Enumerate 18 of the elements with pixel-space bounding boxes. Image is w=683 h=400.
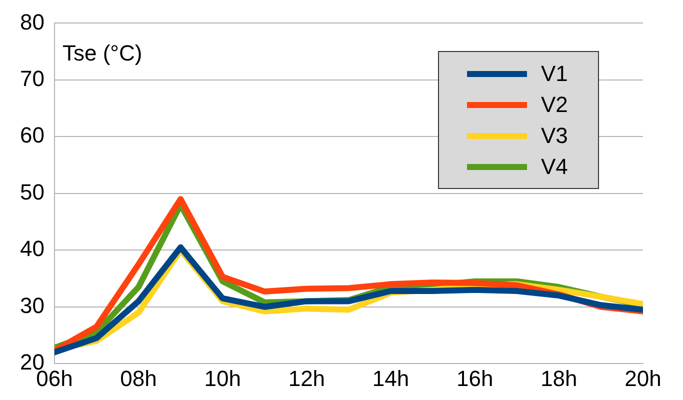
text: Tse (°C) — [62, 40, 142, 66]
x-tick-label: 08h — [120, 366, 157, 391]
y-tick-label: 50 — [20, 179, 44, 204]
x-tick-label: 14h — [372, 366, 410, 391]
y-tick-label: 40 — [20, 236, 44, 262]
x-tick-label: 10h — [204, 366, 241, 391]
x-tick-label: 12h — [288, 366, 326, 391]
x-tick-label: 16h — [456, 366, 494, 391]
y-tick-label: 80 — [20, 9, 44, 34]
x-tick-label: 20h — [624, 366, 662, 391]
y-tick-label: 30 — [20, 292, 44, 318]
y-tick-label: 60 — [20, 122, 44, 148]
legend-label: V4 — [541, 154, 568, 180]
y-tick-label: 70 — [20, 66, 44, 91]
legend-label: V1 — [541, 60, 568, 87]
legend-label: V3 — [541, 122, 568, 149]
x-tick-label: 18h — [540, 366, 578, 391]
legend-label: V2 — [541, 92, 568, 118]
